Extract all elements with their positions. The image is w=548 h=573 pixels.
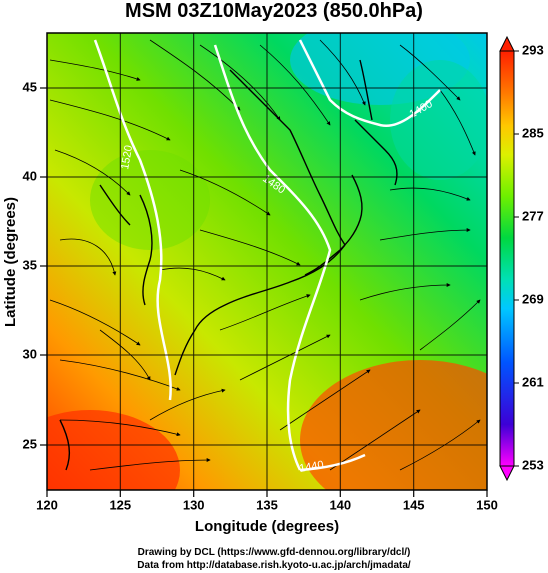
contour-label-1440: 1440 [298, 459, 324, 475]
x-tick-label: 135 [256, 497, 278, 512]
x-tick-label: 120 [36, 497, 58, 512]
colorbar-gradient [499, 50, 515, 467]
credit-data-source: Data from http://database.rish.kyoto-u.a… [137, 560, 411, 571]
x-tick-label: 150 [476, 497, 498, 512]
coastlines [59, 59, 398, 471]
credit-drawing: Drawing by DCL (https://www.gfd-dennou.o… [137, 547, 411, 558]
colorbar-tick-label: 285 [522, 125, 544, 140]
temperature-field: 1520 1480 1440 1400 [47, 33, 487, 490]
x-tick-labels: 120 125 130 135 140 145 150 [36, 497, 498, 512]
x-tick-label: 140 [329, 497, 351, 512]
colorbar-top-arrow [499, 35, 515, 52]
y-tick-label: 40 [23, 168, 37, 183]
y-axis-title: Latitude (degrees) [2, 197, 19, 327]
y-tick-labels: 45 40 35 30 25 [23, 79, 37, 451]
y-tick-label: 25 [23, 436, 37, 451]
colorbar-bottom-arrow [499, 465, 515, 482]
gridlines [47, 33, 487, 490]
streamlines [49, 39, 481, 471]
y-tick-label: 30 [23, 346, 37, 361]
colorbar-tick-label: 261 [522, 374, 544, 389]
y-tick-label: 35 [23, 257, 37, 272]
x-axis-title: Longitude (degrees) [195, 518, 339, 535]
colorbar-tick-label: 277 [522, 208, 544, 223]
chart-title: MSM 03Z10May2023 (850.0hPa) [125, 0, 423, 22]
contour-label-1520: 1520 [119, 144, 135, 170]
colorbar-tick-label: 253 [522, 457, 544, 472]
colorbar-tick-label: 293 [522, 42, 544, 57]
x-tick-label: 130 [183, 497, 205, 512]
y-tick-label: 45 [23, 79, 37, 94]
height-contours [93, 39, 441, 472]
axis-ticks [40, 87, 488, 497]
x-tick-label: 125 [109, 497, 131, 512]
colorbar-tick-label: 269 [522, 291, 544, 306]
colorbar: 293 285 277 269 261 253 [499, 35, 544, 482]
x-tick-label: 145 [403, 497, 425, 512]
